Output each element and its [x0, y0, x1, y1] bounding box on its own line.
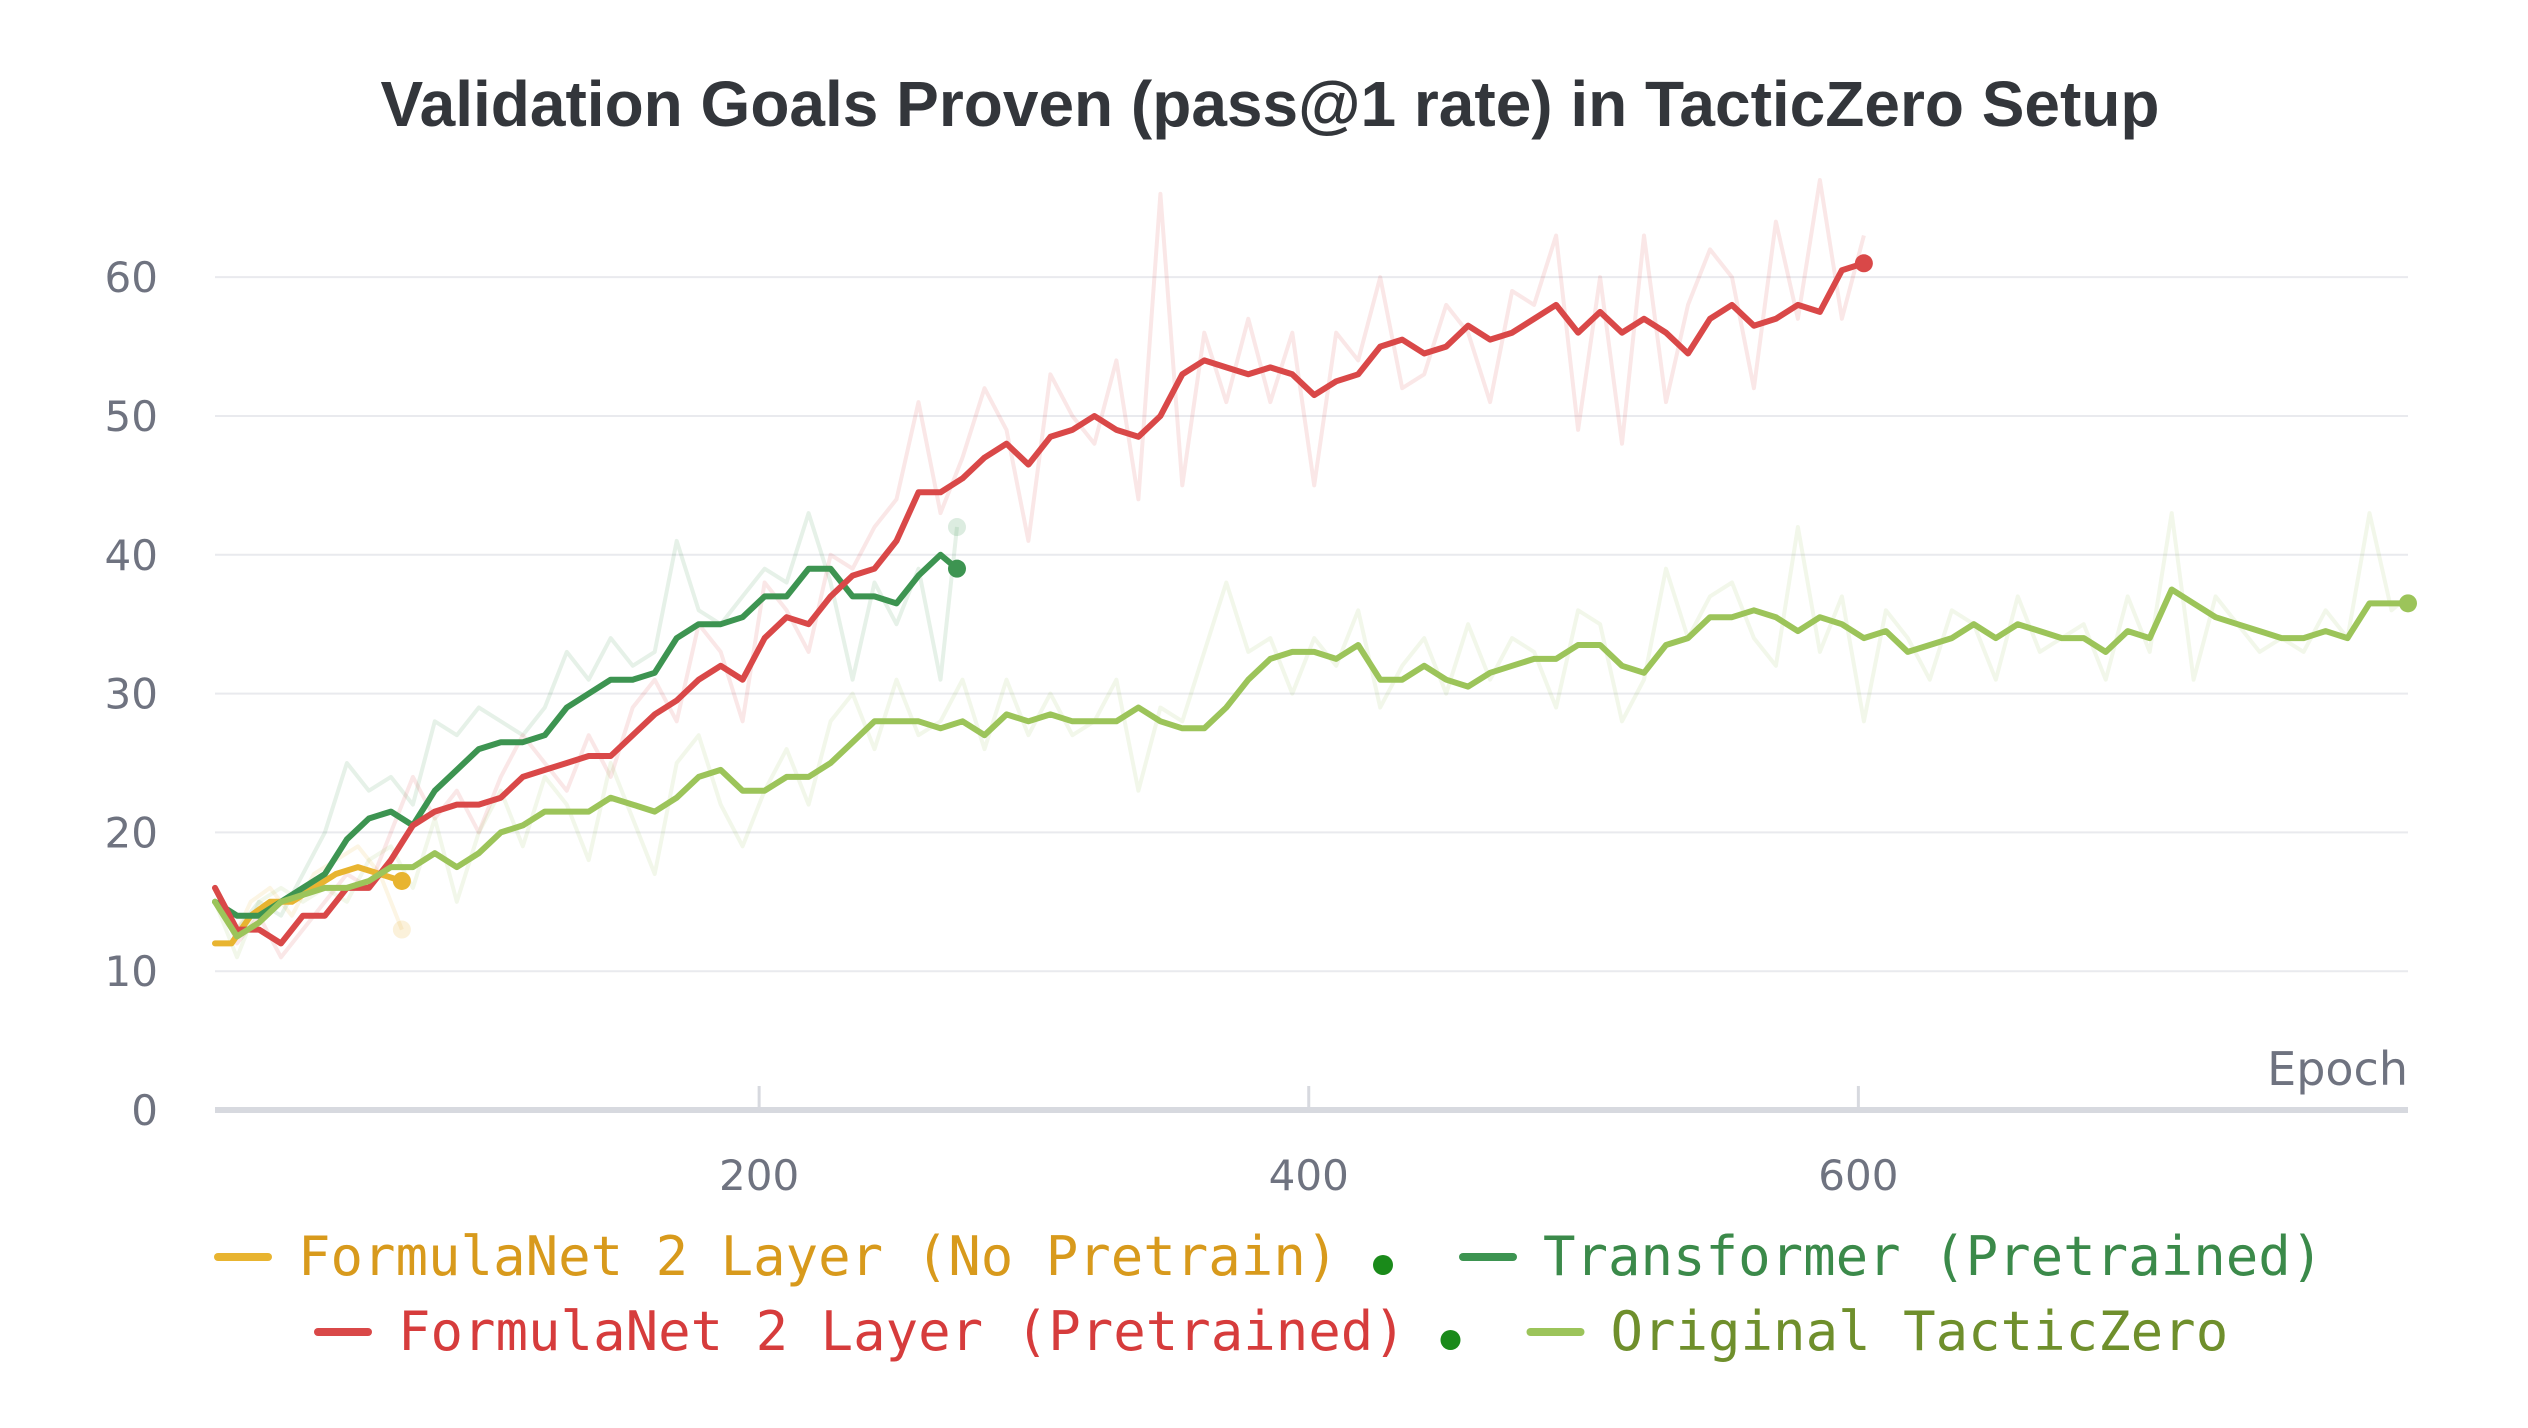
- series-raw-end-point: [947, 518, 966, 537]
- x-tick-label: 400: [1269, 1151, 1349, 1200]
- y-tick-label: 0: [131, 1086, 158, 1135]
- x-axis-label: Epoch: [2267, 1042, 2408, 1096]
- y-tick-label: 60: [105, 253, 158, 302]
- series-line-1: [212, 551, 960, 919]
- x-tick-label: 200: [719, 1151, 799, 1200]
- series-end-point: [947, 559, 966, 578]
- chart-title: Validation Goals Proven (pass@1 rate) in…: [380, 68, 2159, 140]
- series-end-point: [1854, 254, 1873, 273]
- y-tick-label: 50: [105, 392, 158, 441]
- y-tick-label: 30: [105, 670, 158, 719]
- y-tick-label: 20: [105, 808, 158, 857]
- series-raw-end-point: [392, 920, 411, 939]
- legend-label: FormulaNet 2 Layer (Pretrained): [398, 1300, 1406, 1363]
- raw-series-layer: [213, 178, 2410, 960]
- smoothed-series-layer: [212, 260, 2411, 947]
- y-tick-label: 40: [105, 531, 158, 580]
- x-axis: 200 400 600: [215, 1086, 2408, 1200]
- series-raw-line-2: [213, 178, 1866, 960]
- legend-label: Original TacticZero: [1611, 1300, 2229, 1363]
- series-end-point: [392, 871, 411, 890]
- legend-marker-dot: [1373, 1255, 1393, 1275]
- x-tick-label: 600: [1818, 1151, 1898, 1200]
- end-markers: [392, 254, 2417, 939]
- legend-label: Transformer (Pretrained): [1543, 1225, 2323, 1288]
- grid-lines: 0 10 20 30 40 50 60: [105, 253, 2408, 1135]
- legend-marker-dot: [1440, 1330, 1461, 1350]
- series-raw-line-3: [213, 511, 2410, 960]
- legend-label: FormulaNet 2 Layer (No Pretrain): [298, 1225, 1338, 1288]
- y-tick-label: 10: [105, 947, 158, 996]
- series-line-3: [212, 586, 2411, 940]
- series-end-point: [2399, 594, 2417, 613]
- series-raw-line-1: [213, 511, 959, 932]
- legend: FormulaNet 2 Layer (No Pretrain) Transfor…: [214, 1225, 2323, 1363]
- series-line-2: [212, 260, 1867, 947]
